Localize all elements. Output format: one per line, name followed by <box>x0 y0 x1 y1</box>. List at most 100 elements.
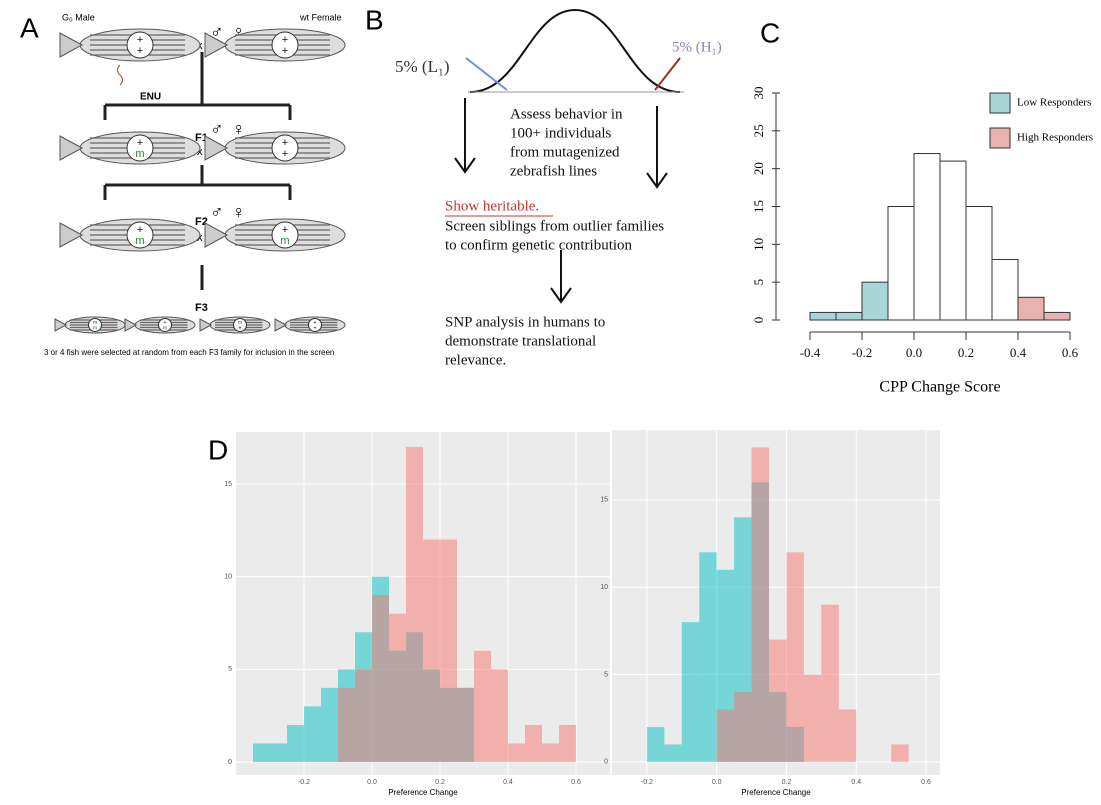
y-tick-label: 15 <box>751 200 766 213</box>
y-tick-label: 5 <box>228 666 232 673</box>
panel-label: C <box>760 17 780 48</box>
allele: + <box>137 137 143 149</box>
tail <box>59 222 84 248</box>
text-line: SNP analysis in humans to <box>445 314 605 330</box>
allele-circle <box>88 318 102 332</box>
symbol: ♂ <box>210 119 224 139</box>
y-tick-label: 5 <box>604 671 608 678</box>
tail <box>199 318 213 332</box>
bar <box>474 650 491 763</box>
text-line: to confirm genetic contribution <box>445 237 633 253</box>
curve <box>469 8 681 93</box>
panel-label: D <box>208 434 228 465</box>
tail <box>54 318 68 332</box>
x-tick-label: 0.6 <box>1062 345 1079 360</box>
label: G₀ Male <box>62 12 95 22</box>
y-tick-label: 25 <box>751 124 766 137</box>
allele: + <box>137 34 143 46</box>
x-tick-label: 0.6 <box>921 779 931 786</box>
tail <box>59 32 84 58</box>
bar <box>861 281 889 321</box>
x-axis-label: Preference Change <box>741 788 811 797</box>
allele: m <box>135 235 144 247</box>
bar <box>809 311 837 321</box>
allele: + <box>313 320 316 326</box>
bar <box>821 604 839 762</box>
bar <box>965 206 993 321</box>
bar <box>1043 311 1071 321</box>
bar <box>508 743 525 763</box>
symbol: ♂ <box>210 22 224 42</box>
arrow <box>117 64 123 86</box>
text-line: 100+ individuals <box>510 125 612 141</box>
allele: + <box>163 320 166 326</box>
y-tick-label: 15 <box>224 481 232 488</box>
y-tick-label: 0 <box>604 759 608 766</box>
bar <box>887 206 915 321</box>
text-line: from mutagenized <box>510 144 620 160</box>
allele: + <box>282 148 288 160</box>
y-tick-label: 10 <box>224 573 232 580</box>
y-tick-label: 30 <box>751 87 766 100</box>
legend-swatch <box>989 92 1011 114</box>
x-tick-label: 0.0 <box>712 779 722 786</box>
allele: m <box>280 235 289 247</box>
allele: + <box>137 224 143 236</box>
bar <box>457 687 474 763</box>
allele-circle <box>158 318 172 332</box>
x-tick-label: -0.2 <box>641 779 653 786</box>
allele-circle <box>308 318 322 332</box>
bar <box>559 724 576 763</box>
x-tick-label: 0.2 <box>435 779 445 786</box>
bar <box>491 669 508 763</box>
x-tick-label: -0.2 <box>298 779 310 786</box>
diagram-a: G₀ Male wt Female ♂ ♀ x ENU ♂ ♀ F1 x ♂ ♀… <box>44 12 346 357</box>
allele: + <box>282 45 288 57</box>
x-tick-label: 0.0 <box>906 345 922 360</box>
bar <box>838 709 857 762</box>
bar <box>338 687 355 763</box>
bar <box>304 706 321 763</box>
text-line: Screen siblings from outlier families <box>445 218 664 234</box>
y-tick-label: 0 <box>751 317 766 324</box>
allele: m <box>238 320 243 326</box>
legend-label: Low Responders <box>1017 97 1091 109</box>
allele-circle <box>126 221 154 249</box>
legend-label: High Responders <box>1017 132 1093 144</box>
bar <box>646 726 665 762</box>
bar <box>939 160 967 321</box>
bar <box>355 669 372 763</box>
tail <box>124 318 138 332</box>
allele: + <box>313 325 316 331</box>
bar <box>542 743 559 763</box>
bar <box>786 552 804 762</box>
tail-label: 5% (L₁) <box>395 57 450 76</box>
bar <box>1017 296 1045 321</box>
allele-circle <box>271 221 299 249</box>
tail <box>204 222 229 248</box>
allele: + <box>282 137 288 149</box>
charts: 0 5 10 15 20 25 30 -0.4 -0.2 0.0 0.2 0.4 0.6 CPP Chan… <box>224 87 1093 798</box>
bar <box>440 539 457 763</box>
text-line: relevance. <box>445 352 506 368</box>
arrow <box>465 57 508 91</box>
x-tick-label: 0.2 <box>782 779 792 786</box>
tail <box>204 135 229 161</box>
allele-circle <box>126 134 154 162</box>
y-tick-label: 20 <box>751 162 766 175</box>
arrow <box>454 98 668 304</box>
bar <box>734 692 752 762</box>
x-tick-label: 0.4 <box>851 779 861 786</box>
legend-swatch <box>989 127 1011 149</box>
tail <box>274 318 288 332</box>
bar <box>699 552 717 762</box>
diagram-b: 5% (L₁) 5% (H₁) Assess behavior in 100+ i… <box>395 8 722 368</box>
cross: x <box>197 232 203 244</box>
text-block: Assess behavior in 100+ individuals from m… <box>445 106 664 368</box>
bar <box>716 709 735 762</box>
tail <box>59 135 84 161</box>
allele: + <box>282 224 288 236</box>
bar <box>406 446 423 763</box>
text-line: demonstrate translational <box>445 333 596 349</box>
tail-label: 5% (H₁) <box>672 39 722 55</box>
